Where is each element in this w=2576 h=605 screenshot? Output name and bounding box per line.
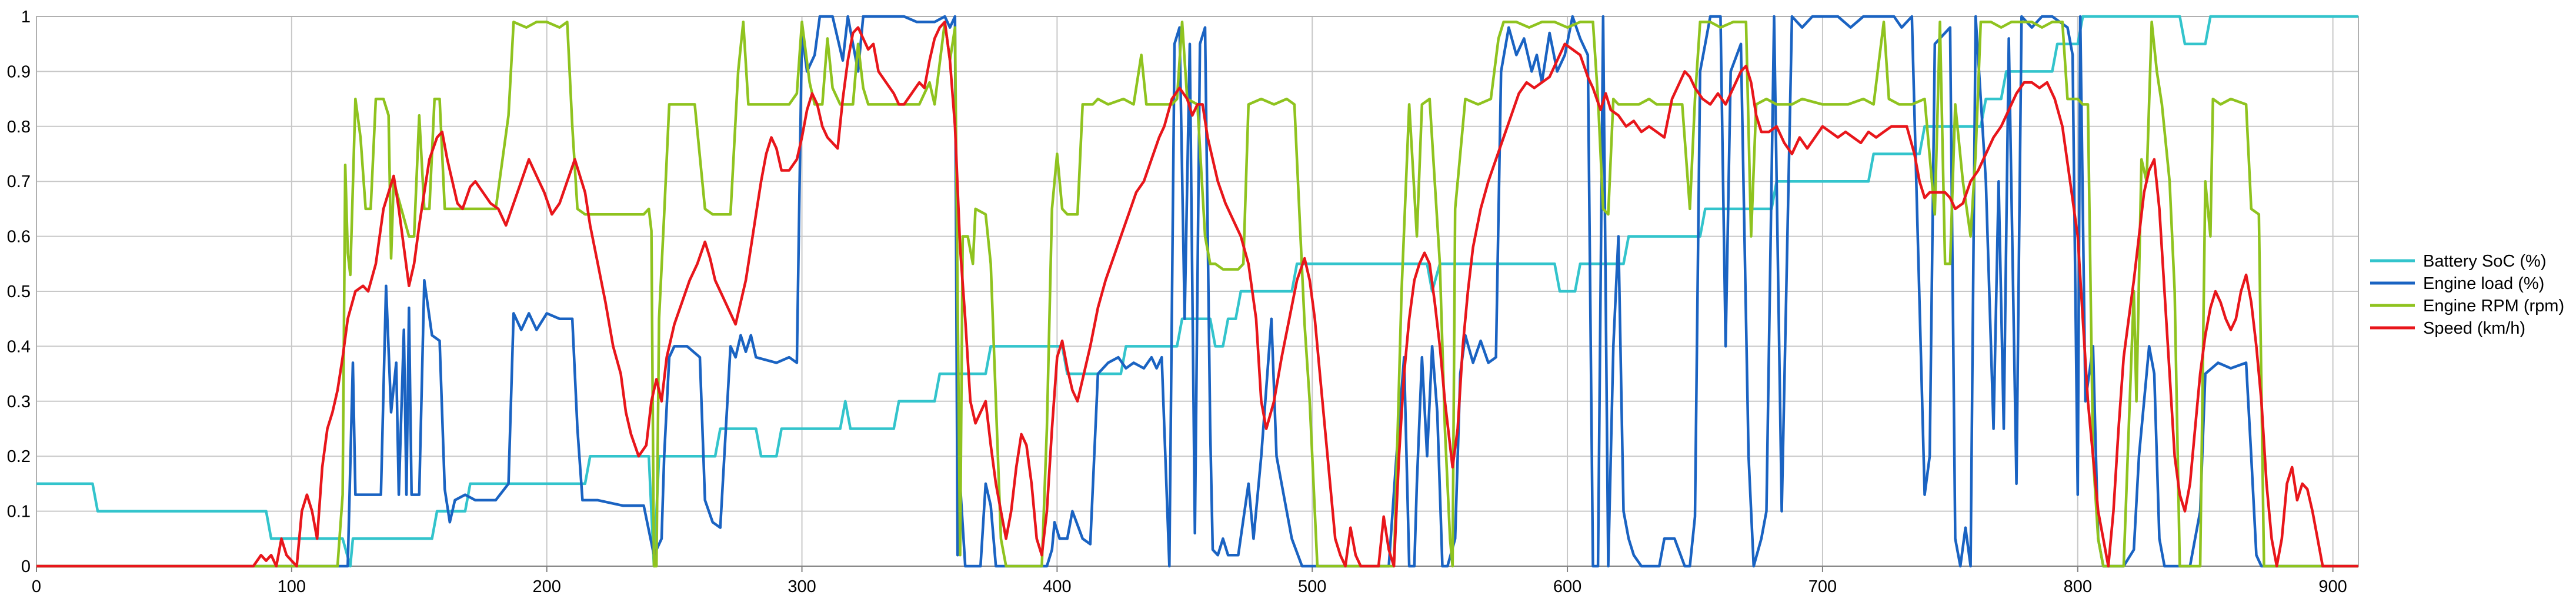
y-tick-label: 1 [21, 8, 31, 26]
legend-label: Battery SoC (%) [2423, 252, 2547, 271]
y-tick-label: 0.3 [7, 393, 31, 411]
series-line-2 [36, 21, 2358, 568]
y-tick-label: 0.8 [7, 118, 31, 137]
series-lines [36, 15, 2358, 568]
x-tick-label: 200 [532, 577, 560, 596]
y-tick-label: 0.6 [7, 228, 31, 247]
y-tick-label: 0.4 [7, 337, 31, 356]
y-tick-label: 0.5 [7, 282, 31, 301]
x-tick-label: 300 [788, 577, 816, 596]
x-tick-label: 800 [2064, 577, 2092, 596]
x-tick-label: 0 [32, 577, 41, 596]
y-tick-label: 0.1 [7, 503, 31, 521]
y-tick-label: 0.2 [7, 447, 31, 466]
x-tick-labels: 0 100 200 300 400 500 600 700 800 900 [32, 577, 2347, 596]
x-tick-label: 900 [2318, 577, 2347, 596]
legend-label: Engine RPM (rpm) [2423, 297, 2564, 315]
x-tick-label: 100 [278, 577, 306, 596]
x-tick-label: 400 [1043, 577, 1071, 596]
x-tick-label: 600 [1553, 577, 1581, 596]
x-tick-label: 700 [1808, 577, 1837, 596]
y-tick-labels: 0 0.1 0.2 0.3 0.4 0.5 0.6 0.7 0.8 0.9 1 [7, 8, 31, 576]
y-tick-label: 0 [21, 557, 31, 576]
series-line-3 [36, 21, 2358, 568]
y-tick-label: 0.9 [7, 62, 31, 81]
legend: Battery SoC (%) Engine load (%) Engine RPM… [2370, 252, 2564, 338]
y-tick-label: 0.7 [7, 172, 31, 191]
legend-label: Speed (km/h) [2423, 319, 2525, 338]
x-tick-label: 500 [1298, 577, 1326, 596]
series-line-1 [36, 15, 2358, 568]
legend-label: Engine load (%) [2423, 274, 2544, 293]
